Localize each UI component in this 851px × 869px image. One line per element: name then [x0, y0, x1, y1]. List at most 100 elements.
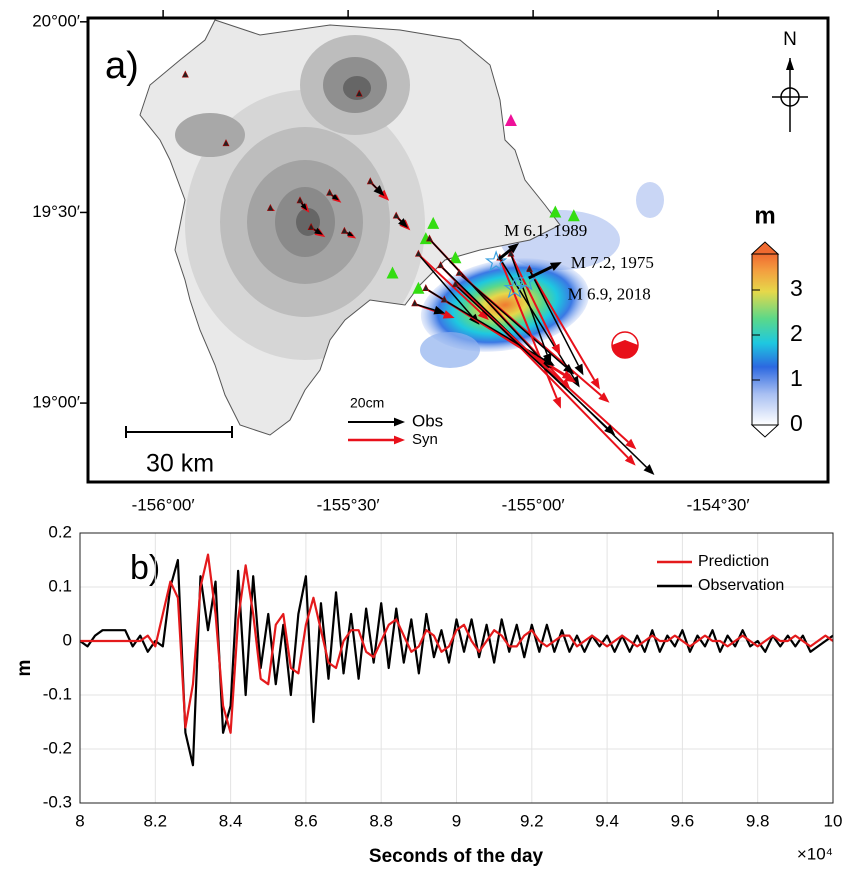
scale-bar-label: 30 km — [146, 450, 214, 478]
obs-vector-head — [543, 356, 555, 366]
plot-frame — [79, 532, 834, 804]
x-multiplier: ×10⁴ — [797, 844, 833, 863]
legend-label: Prediction — [698, 553, 769, 570]
syn-vector-shaft — [439, 265, 629, 459]
syn-vector-head — [477, 309, 489, 321]
station — [437, 261, 445, 269]
obs-vector-head — [604, 424, 616, 436]
gps-site — [549, 205, 562, 218]
event-pointer-head — [549, 262, 562, 271]
legend-arrow — [348, 417, 405, 427]
syn-vector-head — [624, 454, 636, 466]
syn-vector — [439, 265, 636, 466]
event-pointer — [528, 262, 562, 280]
syn-vector — [498, 257, 561, 409]
y-axis-title: m — [14, 660, 35, 677]
station — [266, 203, 274, 211]
gps-site — [386, 266, 399, 279]
x-tick-label: 8.8 — [369, 811, 393, 830]
event-pointer — [498, 243, 520, 261]
x-tick-label: 8.4 — [219, 811, 243, 830]
station — [422, 284, 430, 291]
station — [426, 234, 433, 242]
event-pointer-head — [507, 243, 520, 254]
slip-patch — [420, 332, 480, 368]
event-label: M 6.1, 1989 — [504, 221, 587, 240]
obs-vector-head — [643, 464, 655, 475]
x-tick-label: 10 — [824, 811, 843, 830]
obs-vector — [414, 303, 446, 315]
tide-site — [504, 113, 517, 126]
y-tick-label: 0.2 — [48, 522, 72, 541]
obs-vector-shaft — [454, 284, 608, 429]
obs-vector-shaft — [499, 257, 575, 379]
y-tick-label: 0.1 — [48, 576, 72, 595]
syn-vector-head — [590, 377, 600, 390]
syn-vector-head — [551, 343, 561, 356]
series-line — [79, 558, 834, 767]
obs-vector-head — [314, 227, 323, 235]
syn-vector-head — [442, 310, 455, 319]
gps-site — [412, 281, 425, 294]
obs-vector — [528, 269, 584, 376]
obs-vector-head — [347, 231, 354, 237]
legend-label: Observation — [698, 577, 784, 594]
obs-vector-shaft — [510, 254, 548, 355]
x-tick-label: -156°00′ — [132, 495, 195, 514]
obs-vector-shaft — [417, 253, 473, 318]
obs-vector-head — [373, 185, 385, 197]
station — [296, 196, 304, 204]
station — [340, 226, 348, 234]
y-tick-label: 19°30′ — [32, 202, 80, 221]
obs-vector-head — [300, 203, 308, 211]
x-tick-label: 8.6 — [294, 811, 318, 830]
map-frame — [86, 16, 830, 484]
vector-scale-label: 20cm — [350, 395, 384, 411]
gps-site — [567, 209, 580, 222]
y-tick-label: 19°00′ — [32, 393, 80, 412]
colorbar-extension — [750, 424, 780, 438]
y-tick-label: -0.3 — [43, 792, 72, 811]
coastline — [139, 19, 561, 436]
syn-vector-shaft — [417, 253, 482, 314]
obs-vector-head — [433, 305, 446, 315]
obs-vector — [454, 284, 616, 436]
colorbar-tick-label: 3 — [790, 275, 803, 301]
panel-label: a) — [105, 45, 139, 87]
y-tick-label: 20°00′ — [32, 11, 80, 30]
station — [525, 264, 533, 272]
station — [507, 249, 515, 257]
obs-vector-head — [574, 363, 584, 376]
y-tick-label: -0.1 — [43, 684, 72, 703]
y-tick-label: 0 — [63, 630, 72, 649]
station — [392, 211, 400, 219]
colorbar — [751, 253, 779, 426]
syn-vector — [528, 269, 600, 390]
epicenter — [503, 276, 526, 299]
syn-vector-head — [561, 370, 574, 381]
x-tick-label: 9.2 — [520, 811, 544, 830]
station — [181, 70, 189, 78]
colorbar-extension — [750, 241, 780, 255]
x-tick-label: 8.2 — [143, 811, 167, 830]
event-pointer-shaft — [498, 248, 512, 261]
syn-vector — [510, 253, 561, 356]
obs-vector-shaft — [528, 269, 580, 366]
syn-vector-head — [598, 392, 610, 403]
map-panel: 30 km N a) 20cm m -156°00′ -155°30′ -155°0… — [32, 10, 830, 514]
x-tick-label: -155°00′ — [502, 495, 565, 514]
colorbar-tick-label: 2 — [790, 320, 803, 346]
series-line — [80, 553, 834, 734]
x-axis-title: Seconds of the day — [369, 846, 544, 867]
gps-site — [427, 216, 440, 229]
station — [366, 177, 374, 185]
x-tick-label: -154°30′ — [687, 495, 750, 514]
station — [455, 268, 463, 276]
x-tick-label: 9.8 — [746, 811, 770, 830]
x-tick-label: 9.4 — [595, 811, 619, 830]
station — [307, 223, 315, 230]
station — [222, 139, 230, 147]
syn-vector-shaft — [498, 257, 558, 399]
